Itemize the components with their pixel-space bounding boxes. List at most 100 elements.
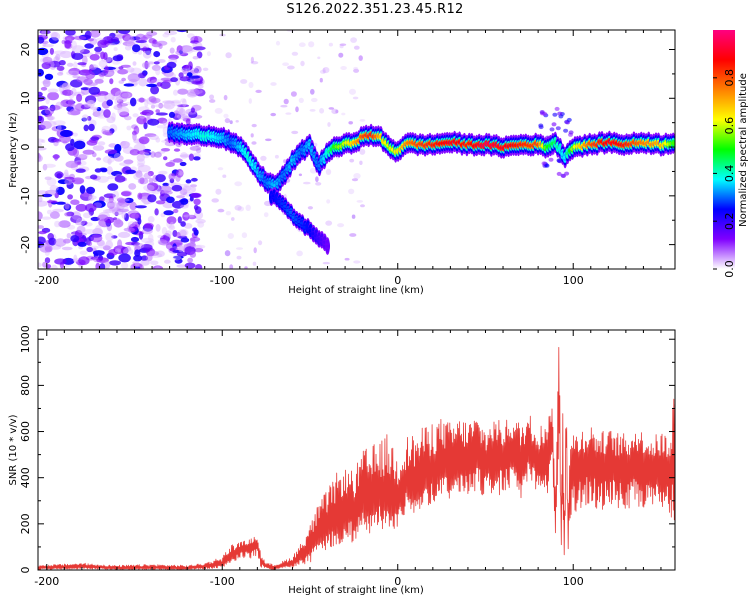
- spectrogram-speckle-blob: [125, 169, 136, 174]
- spectrogram-speckle-blob: [348, 188, 355, 195]
- spectrogram-speckle-blob: [81, 114, 89, 122]
- spectrogram-speckle-blob: [41, 139, 46, 143]
- spectrogram-speckle-blob: [291, 130, 299, 135]
- spectrogram-speckle-blob: [170, 36, 176, 43]
- spectrogram-speckle-blob: [147, 250, 159, 257]
- spectrogram-speckle-blob: [126, 125, 132, 131]
- spectrogram-speckle-blob: [231, 217, 235, 221]
- spectrogram-speckle-blob: [166, 61, 177, 69]
- spectrogram-speckle-blob: [165, 230, 172, 237]
- spectrogram-speckle-blob: [142, 227, 153, 235]
- spectrogram-speckle-blob: [118, 231, 131, 238]
- spectrogram-speckle-blob: [122, 33, 131, 42]
- spectrogram-speckle-blob: [92, 145, 105, 151]
- spectrogram-speckle-blob: [123, 247, 134, 255]
- spectrogram-speckle-blob: [54, 220, 61, 228]
- spectrogram-speckle-blob: [359, 160, 363, 165]
- spectrogram-speckle-blob: [162, 182, 170, 187]
- spectrogram-speckle-blob: [55, 201, 66, 205]
- spectrogram-speckle-blob: [57, 124, 62, 132]
- spectrogram-speckle-blob: [94, 168, 102, 173]
- spectrogram-speckle-blob: [133, 242, 145, 249]
- spectrogram-speckle-blob: [224, 250, 231, 257]
- spectrogram-speckle-blob: [359, 148, 366, 155]
- spectrogram-speckle-blob: [97, 94, 107, 103]
- spectrogram-speckle-blob: [310, 88, 315, 95]
- spectrogram-speckle-blob: [190, 192, 202, 199]
- spectrogram-speckle-blob: [270, 82, 277, 86]
- spectrogram-speckle-blob: [77, 241, 87, 247]
- spectrogram-speckle-blob: [76, 225, 86, 234]
- spectrogram-speckle-blob: [155, 266, 161, 269]
- spectrogram-speckle-blob: [118, 253, 131, 263]
- spectrogram-speckle-blob: [176, 30, 188, 33]
- spectrogram-speckle-blob: [179, 154, 192, 158]
- spectrogram-speckle-blob: [130, 97, 137, 107]
- spectrogram-x-tick-label: -200: [34, 274, 59, 287]
- spectrogram-speckle-blob: [348, 121, 354, 125]
- spectrogram-speckle-blob: [61, 82, 71, 91]
- spectrogram-speckle-blob: [79, 49, 90, 55]
- spectrogram-speckle-blob: [97, 214, 109, 222]
- spectrogram-speckle-blob: [88, 197, 94, 202]
- spectrogram-speckle-blob: [158, 102, 164, 109]
- spectrogram-speckle-blob: [176, 264, 187, 268]
- spectrogram-speckle-blob: [102, 155, 115, 164]
- spectrogram-speckle-blob: [137, 150, 151, 155]
- spectrogram-speckle-blob: [120, 141, 130, 149]
- spectrogram-speckle-blob: [197, 221, 205, 228]
- spectrogram-speckle-blob: [121, 77, 126, 82]
- spectrogram-speckle-blob: [70, 215, 82, 224]
- spectrogram-speckle-blob: [41, 216, 52, 220]
- spectrogram-speckle-blob: [270, 112, 277, 117]
- spectrogram-speckle-blob: [105, 57, 113, 64]
- spectrogram-speckle-blob: [110, 87, 121, 97]
- spectrogram-speckle-blob: [143, 184, 155, 192]
- spectrogram-speckle-blob: [139, 115, 146, 119]
- spectrogram-speckle-blob: [340, 66, 347, 70]
- spectrogram-speckle-blob: [263, 212, 269, 218]
- spectrogram-speckle-blob: [557, 111, 563, 116]
- spectrogram-speckle-blob: [46, 115, 56, 121]
- spectrogram-speckle-blob: [64, 176, 75, 180]
- spectrogram-speckle-blob: [124, 213, 129, 222]
- spectrogram-speckle-blob: [80, 87, 90, 91]
- spectrogram-speckle-blob: [193, 156, 201, 161]
- spectrogram-speckle-blob: [92, 111, 101, 117]
- spectrogram-speckle-blob: [105, 232, 114, 242]
- snr-x-axis-label: Height of straight line (km): [288, 585, 424, 596]
- spectrogram-speckle-blob: [168, 225, 176, 231]
- spectrogram-speckle-blob: [86, 246, 93, 253]
- spectrogram-speckle-blob: [183, 183, 190, 188]
- spectrogram-speckle-blob: [38, 138, 44, 143]
- spectrogram-speckle-blob: [117, 30, 131, 34]
- spectrogram-frame: [37, 29, 676, 270]
- spectrogram-speckle-blob: [65, 30, 76, 36]
- spectrogram-speckle-blob: [295, 106, 299, 113]
- spectrogram-speckle-blob: [322, 67, 330, 74]
- spectrogram-speckle-blob: [147, 194, 157, 203]
- spectrogram-speckle-blob: [114, 211, 119, 217]
- spectrogram-speckle-blob: [175, 168, 184, 178]
- spectrogram-speckle-blob: [124, 115, 132, 121]
- spectrogram-speckle-blob: [71, 177, 85, 185]
- spectrogram-speckle-blob: [59, 50, 73, 59]
- spectrogram-speckle-blob: [114, 175, 126, 183]
- spectrogram-speckle-blob: [105, 208, 112, 213]
- snr-x-tick-label: -100: [210, 575, 235, 588]
- spectrogram-speckle-blob: [80, 104, 91, 110]
- spectrogram-speckle-blob: [66, 62, 74, 67]
- spectrogram-speckle-blob: [94, 78, 104, 84]
- spectrogram-speckle-blob: [90, 136, 100, 141]
- spectrogram-speckle-blob: [344, 257, 350, 261]
- spectrogram-speckle-blob: [38, 230, 47, 235]
- spectrogram-speckle-blob: [356, 200, 364, 203]
- spectrogram-speckle-blob: [155, 174, 166, 183]
- spectrogram-speckle-blob: [53, 50, 66, 55]
- spectrogram-speckle-blob: [223, 113, 229, 119]
- spectrogram-speckle-blob: [178, 108, 186, 117]
- spectrogram-speckle-blob: [102, 245, 111, 251]
- spectrogram-speckle-blob: [169, 47, 175, 54]
- snr-y-tick-label: 0: [19, 567, 32, 574]
- spectrogram-speckle-blob: [538, 125, 544, 130]
